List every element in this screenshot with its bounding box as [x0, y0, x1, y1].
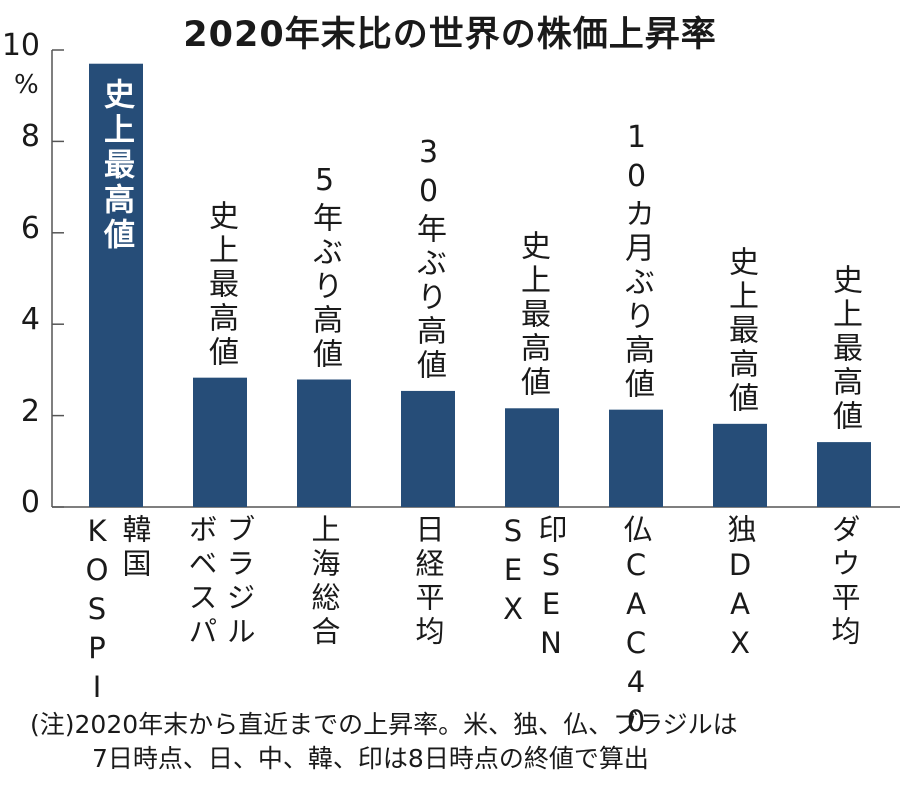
footnote-line: 7日時点、日、中、韓、印は8日時点の終値で算出: [92, 744, 649, 773]
bar-annotation: 5年ぶり高値: [307, 162, 342, 372]
y-axis-unit: %: [14, 70, 39, 100]
y-tick-label: 10: [1, 28, 40, 63]
bar-annotation: 史上最高値: [827, 264, 862, 435]
x-category-label-line: 独DAX: [723, 514, 757, 665]
bar-annotation-wrap: 史上最高値: [710, 246, 770, 416]
x-category-label: 日経平均: [411, 514, 445, 650]
bar: [401, 390, 455, 507]
x-category-label: 韓国 KOSPI: [80, 514, 152, 709]
x-category-label-line: 仏CAC40: [619, 514, 653, 743]
x-category-label-line: 韓国: [118, 514, 152, 582]
bar: [713, 423, 767, 507]
bar: [297, 379, 351, 507]
x-category-label: 独DAX: [723, 514, 757, 665]
bar-annotation-wrap: 史上最高値: [502, 230, 562, 400]
x-category-label-line: KOSPI: [80, 514, 114, 709]
bar: [193, 377, 247, 507]
bar: [89, 63, 143, 508]
bar: [505, 408, 559, 507]
x-category-label: 上海総合: [307, 514, 341, 650]
bar-annotation-wrap: 5年ぶり高値: [294, 163, 354, 372]
x-category-label-line: 日経平均: [411, 514, 445, 650]
x-category-label-line: SEX: [496, 514, 530, 631]
bar-annotation: 史上最高値: [515, 230, 550, 401]
bar: [817, 442, 871, 507]
bar-annotation-wrap: 史上最高値: [190, 200, 250, 370]
bar: [609, 409, 663, 507]
x-category-label-line: 上海総合: [307, 514, 341, 650]
bar-annotation: 史上最高値: [203, 199, 238, 370]
footnote: (注)2020年末から直近までの上昇率。米、独、仏、ブラジルは 7日時点、日、中…: [30, 708, 738, 776]
bar-annotation-wrap: 史上最高値: [86, 78, 146, 253]
x-category-label-line: 印SEN: [534, 514, 568, 665]
x-category-label: ダウ平均: [827, 514, 861, 650]
bar-annotation: 史上最高値: [98, 77, 134, 253]
chart-title: 2020年末比の世界の株価上昇率: [183, 15, 717, 55]
x-category-label-line: ボベスパ: [184, 514, 218, 650]
y-tick-label: 0: [20, 485, 40, 520]
footnote-line: (注)2020年末から直近までの上昇率。米、独、仏、ブラジルは: [30, 710, 738, 739]
x-category-label: 印SEN SEX: [496, 514, 568, 665]
bar-annotation: 史上最高値: [723, 245, 758, 416]
x-category-label-line: ブラジル: [222, 514, 256, 650]
y-tick-label: 8: [20, 119, 40, 155]
bar-annotation-wrap: 史上最高値: [814, 264, 874, 434]
y-tick-label: 2: [20, 393, 40, 429]
x-category-label: 仏CAC40: [619, 514, 653, 743]
y-tick-label: 4: [20, 302, 40, 338]
bar-annotation-wrap: 10カ月ぶり高値: [606, 120, 666, 402]
x-category-label: ブラジル ボベスパ: [184, 514, 256, 650]
bar-annotation: 30年ぶり高値: [411, 134, 446, 383]
y-tick-label: 6: [20, 210, 40, 246]
bar-annotation: 10カ月ぶり高値: [619, 119, 654, 402]
bar-annotation-wrap: 30年ぶり高値: [398, 135, 458, 383]
x-category-label-line: ダウ平均: [827, 514, 861, 650]
